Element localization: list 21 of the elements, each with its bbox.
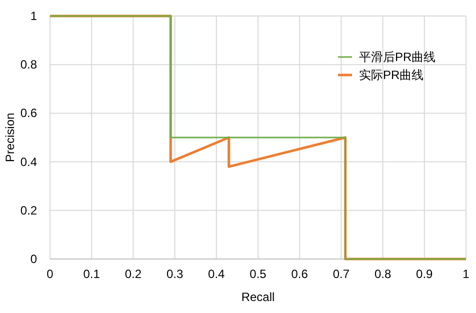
x-tick-label: 0.3 (166, 267, 184, 281)
x-tick-label: 0 (46, 267, 54, 281)
x-tick-label: 0.6 (291, 267, 308, 281)
x-tick-label: 0.1 (83, 267, 100, 281)
legend-label: 平滑后PR曲线 (359, 50, 436, 64)
y-tick-label: 0.2 (20, 203, 38, 218)
y-tick-label: 0.8 (20, 58, 38, 72)
y-tick-label: 0.4 (20, 154, 38, 169)
y-tick-label: 1 (30, 9, 38, 23)
x-tick-label: 0.8 (374, 267, 392, 281)
y-tick-label: 0 (30, 252, 38, 266)
legend-label: 实际PR曲线 (359, 68, 424, 82)
x-axis-title: Recall (241, 290, 275, 304)
x-tick-label: 1 (462, 267, 470, 281)
x-tick-label: 0.4 (208, 267, 226, 281)
y-tick-label: 0.6 (20, 106, 38, 120)
x-tick-label: 0.7 (332, 267, 350, 281)
y-axis-title: Precision (3, 112, 17, 162)
x-tick-label: 0.5 (250, 267, 267, 281)
x-tick-label: 0.9 (416, 267, 434, 281)
x-tick-label: 0.2 (124, 267, 142, 281)
